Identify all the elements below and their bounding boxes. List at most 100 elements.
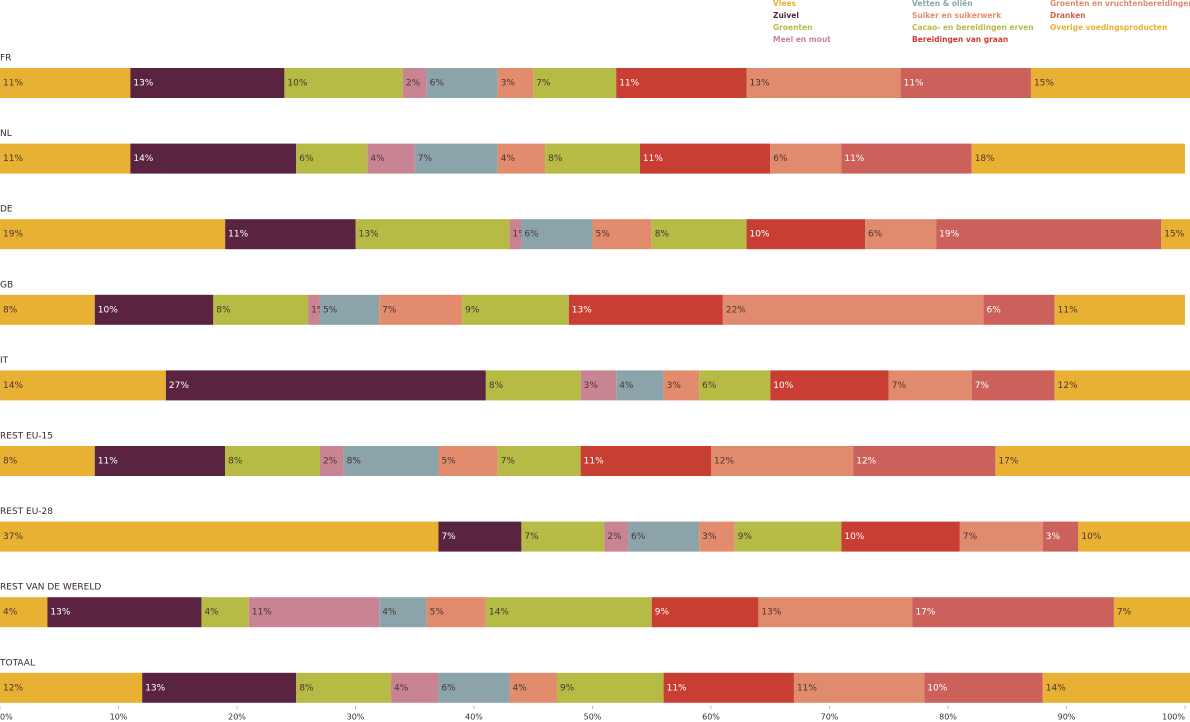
bar-segment: [971, 143, 1185, 174]
bar-segment: [1042, 672, 1190, 703]
data-label: 1%: [311, 305, 326, 315]
bar-segment: [438, 521, 522, 552]
bar-segment: [639, 143, 771, 174]
data-label: 8%: [489, 381, 504, 391]
data-label: 4%: [394, 683, 409, 693]
bar-segment: [355, 219, 510, 250]
data-label: 6%: [441, 683, 456, 693]
data-label: 18%: [975, 154, 995, 164]
bar-segment: [130, 143, 297, 174]
bar-segment: [130, 68, 285, 98]
bar-segment: [225, 446, 320, 476]
data-label: 8%: [347, 457, 362, 467]
data-label: 6%: [631, 532, 646, 542]
data-label: 4%: [370, 154, 385, 164]
x-tick-label: 10%: [110, 713, 128, 722]
data-label: 2%: [607, 532, 622, 542]
data-label: 4%: [382, 608, 397, 618]
bar-segment: [1161, 219, 1190, 250]
data-label: 6%: [702, 381, 717, 391]
bar-segment: [94, 446, 226, 476]
data-label: 4%: [204, 608, 219, 618]
bar-segment: [0, 143, 131, 174]
bar-segment: [47, 597, 202, 628]
data-label: 13%: [750, 79, 770, 89]
data-label: 5%: [441, 457, 456, 467]
bar-segment: [616, 68, 747, 98]
data-label: 17%: [915, 608, 935, 618]
data-label: 5%: [323, 305, 338, 315]
data-label: 12%: [714, 457, 734, 467]
data-label: 5%: [430, 608, 445, 618]
bar-segment: [497, 446, 581, 476]
bar-segment: [841, 143, 972, 174]
data-label: 14%: [489, 608, 509, 618]
data-label: 12%: [1058, 381, 1078, 391]
bar-segment: [0, 370, 166, 401]
bar-segment: [0, 446, 95, 476]
bar-segment: [924, 672, 1043, 703]
data-label: 11%: [797, 683, 817, 693]
bar-segment: [142, 672, 297, 703]
data-label: 7%: [963, 532, 978, 542]
legend-entry: Dranken: [1050, 11, 1086, 20]
bar-segment: [722, 294, 984, 325]
x-tick-label: 90%: [1058, 713, 1076, 722]
data-label: 3%: [667, 381, 682, 391]
bar-segment: [568, 294, 723, 325]
bar-segment: [509, 219, 522, 250]
legend-entry: Cacao- en bereidingen erven: [912, 23, 1034, 32]
bar-segment: [604, 521, 629, 552]
bar-segment: [485, 370, 581, 401]
bar-segment: [248, 597, 380, 628]
bar-segment: [426, 597, 486, 628]
data-label: 11%: [643, 154, 663, 164]
x-tick-label: 30%: [347, 713, 365, 722]
data-label: 8%: [3, 305, 18, 315]
legend-entry: Suiker en suikerwerk: [912, 11, 1002, 20]
data-label: 9%: [655, 608, 670, 618]
bar-segment: [414, 143, 498, 174]
bar-segment: [225, 219, 356, 250]
bar-segment: [699, 521, 735, 552]
category-label: NL: [0, 129, 12, 139]
data-label: 11%: [904, 79, 924, 89]
data-label: 14%: [3, 381, 23, 391]
data-label: 3%: [584, 381, 599, 391]
data-label: 2%: [406, 79, 421, 89]
bar-segment: [165, 370, 486, 401]
data-label: 3%: [1046, 532, 1061, 542]
data-label: 7%: [501, 457, 516, 467]
data-label: 7%: [1117, 608, 1132, 618]
bar-segment: [959, 521, 1043, 552]
legend-entry: Meel en mout: [773, 35, 831, 44]
category-label: REST VAN DE WERELD: [0, 583, 101, 593]
data-label: 10%: [287, 79, 307, 89]
legend-entry: Zuivel: [773, 11, 799, 20]
bar-segment: [367, 143, 415, 174]
data-label: 11%: [228, 230, 248, 240]
data-label: 12%: [3, 683, 23, 693]
data-label: 2%: [323, 457, 338, 467]
data-label: 3%: [501, 79, 516, 89]
bar-segment: [592, 219, 652, 250]
data-label: 13%: [145, 683, 165, 693]
bar-segment: [995, 446, 1190, 476]
bar-segment: [1054, 370, 1190, 401]
data-label: 13%: [572, 305, 592, 315]
data-label: 8%: [548, 154, 563, 164]
bar-segment: [0, 219, 226, 250]
bar-segment: [379, 597, 427, 628]
bar-segment: [509, 672, 557, 703]
bar-segment: [900, 68, 1031, 98]
bar-segment: [0, 672, 143, 703]
bar-segment: [663, 672, 794, 703]
bar-segment: [1054, 294, 1185, 325]
bar-segment: [213, 294, 309, 325]
category-label: GB: [0, 280, 13, 290]
category-label: REST EU-15: [0, 432, 53, 442]
data-label: 22%: [726, 305, 746, 315]
bar-segment: [1042, 521, 1079, 552]
bar-segment: [888, 370, 972, 401]
